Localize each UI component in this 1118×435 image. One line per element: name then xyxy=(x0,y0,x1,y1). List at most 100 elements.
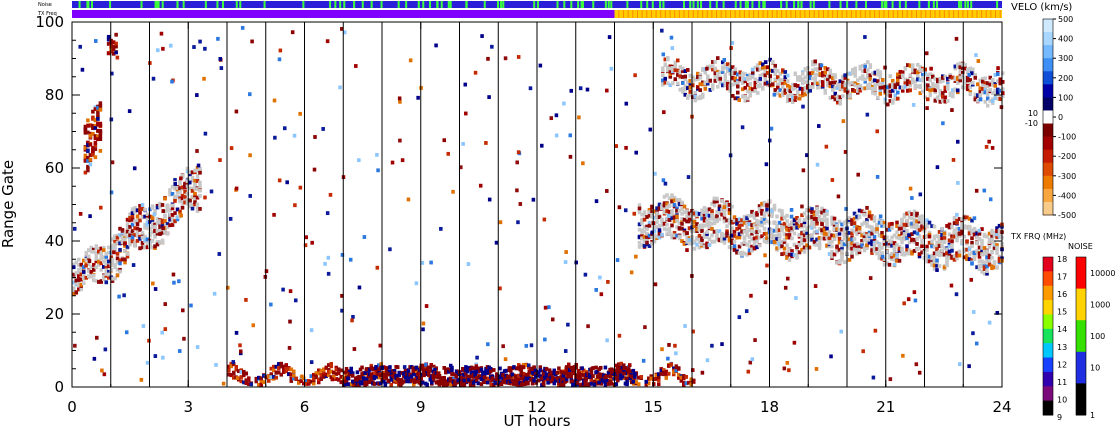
echo-cell xyxy=(807,237,812,242)
echo-cell-sparse xyxy=(351,314,355,319)
echo-cell xyxy=(882,239,887,244)
echo-cell xyxy=(887,262,892,267)
echo-cell xyxy=(952,234,957,239)
echo-cell xyxy=(796,75,800,80)
echo-cell xyxy=(758,73,763,78)
echo-cell-sparse xyxy=(581,161,585,166)
echo-cell xyxy=(811,71,815,75)
echo-cell xyxy=(82,270,86,275)
near-range-cell xyxy=(578,376,583,381)
echo-cell xyxy=(732,239,737,244)
echo-cell xyxy=(661,82,665,87)
echo-cell xyxy=(88,142,93,147)
echo-cell xyxy=(683,87,688,92)
noise-strip-mark xyxy=(734,1,737,8)
echo-cell xyxy=(163,225,167,230)
echo-cell xyxy=(87,248,91,253)
echo-cell-sparse xyxy=(813,284,818,288)
noise-strip-mark xyxy=(204,1,207,8)
echo-cell xyxy=(856,78,860,83)
txfreq-strip-tick xyxy=(897,10,899,18)
echo-cell xyxy=(786,83,790,88)
echo-cell xyxy=(717,211,722,216)
echo-cell xyxy=(622,363,626,368)
echo-cell xyxy=(801,87,805,91)
echo-cell xyxy=(657,202,662,207)
echo-cell xyxy=(163,230,167,235)
echo-cell xyxy=(726,80,730,84)
echo-cell xyxy=(652,236,657,241)
echo-cell-sparse xyxy=(350,318,354,323)
echo-cell xyxy=(665,205,669,210)
echo-cell xyxy=(760,201,764,206)
near-range-cell xyxy=(557,366,561,371)
echo-cell-sparse xyxy=(169,43,173,48)
echo-cell xyxy=(860,233,864,238)
echo-cell xyxy=(838,95,843,100)
noise-strip-mark xyxy=(722,1,725,8)
noise-strip-mark xyxy=(763,1,766,8)
echo-cell-sparse xyxy=(955,139,960,144)
near-range-cell xyxy=(580,366,584,371)
echo-cell xyxy=(198,180,202,185)
echo-cell xyxy=(705,219,709,224)
echo-cell-sparse xyxy=(272,98,277,103)
echo-cell xyxy=(951,91,955,96)
echo-cell xyxy=(691,80,695,85)
echo-cell xyxy=(168,192,172,197)
echo-cell xyxy=(106,51,111,56)
near-range-cell xyxy=(464,371,468,376)
txfreq-strip-tick xyxy=(869,10,871,18)
echo-cell-sparse xyxy=(978,97,983,102)
txfreq-strip-tick xyxy=(962,10,964,18)
echo-cell-sparse xyxy=(202,76,206,81)
echo-cell-sparse xyxy=(687,238,692,242)
echo-cell xyxy=(892,233,897,238)
echo-cell xyxy=(489,378,494,383)
txfreq-strip-tick xyxy=(832,10,834,18)
echo-cell xyxy=(870,228,874,232)
echo-cell xyxy=(908,80,913,85)
echo-cell xyxy=(267,378,271,383)
echo-cell-sparse xyxy=(542,217,547,222)
echo-cell xyxy=(120,231,125,235)
echo-cell xyxy=(731,65,735,70)
near-range-cell xyxy=(493,380,498,385)
echo-cell xyxy=(449,382,454,387)
echo-cell-sparse xyxy=(235,376,240,381)
echo-cell xyxy=(86,140,90,145)
echo-cell xyxy=(747,244,752,249)
echo-cell xyxy=(995,251,999,255)
echo-cell xyxy=(780,239,784,244)
echo-cell xyxy=(637,244,642,249)
echo-cell xyxy=(98,148,103,153)
echo-cell xyxy=(790,228,794,233)
echo-cell xyxy=(701,92,705,97)
echo-cell xyxy=(916,84,920,89)
echo-cell xyxy=(832,237,837,241)
echo-cell xyxy=(766,80,770,85)
echo-cell xyxy=(680,211,684,216)
echo-cell xyxy=(995,265,999,270)
echo-cell xyxy=(892,262,897,267)
echo-cell xyxy=(925,234,929,239)
echo-cell-sparse xyxy=(313,135,317,139)
echo-cell xyxy=(882,224,887,229)
echo-cell xyxy=(97,280,101,284)
near-range-cell xyxy=(451,372,456,377)
echo-cell xyxy=(781,90,785,95)
echo-cell xyxy=(755,239,759,244)
echo-cell-sparse xyxy=(666,213,671,218)
echo-cell xyxy=(788,92,793,97)
echo-cell xyxy=(846,80,850,85)
echo-cell xyxy=(987,262,992,267)
echo-cell xyxy=(279,372,284,377)
echo-cell xyxy=(966,78,970,83)
echo-cell xyxy=(731,93,735,98)
echo-cell xyxy=(760,210,764,215)
echo-cell xyxy=(118,226,122,231)
echo-cell xyxy=(83,146,88,150)
noise-strip-mark xyxy=(176,1,179,8)
echo-cell-sparse xyxy=(188,180,192,185)
txfreq-strip-tick xyxy=(720,10,722,18)
